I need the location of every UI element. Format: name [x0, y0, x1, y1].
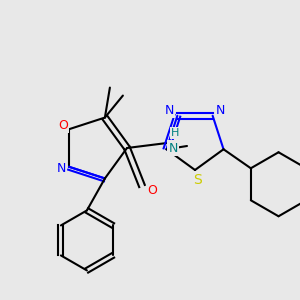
Text: N: N [168, 142, 178, 154]
Text: H: H [171, 128, 179, 138]
Text: O: O [58, 119, 68, 132]
Text: N: N [56, 162, 66, 175]
Text: N: N [165, 104, 174, 117]
Text: O: O [147, 184, 157, 196]
Text: N: N [216, 104, 225, 117]
Text: S: S [193, 173, 201, 187]
